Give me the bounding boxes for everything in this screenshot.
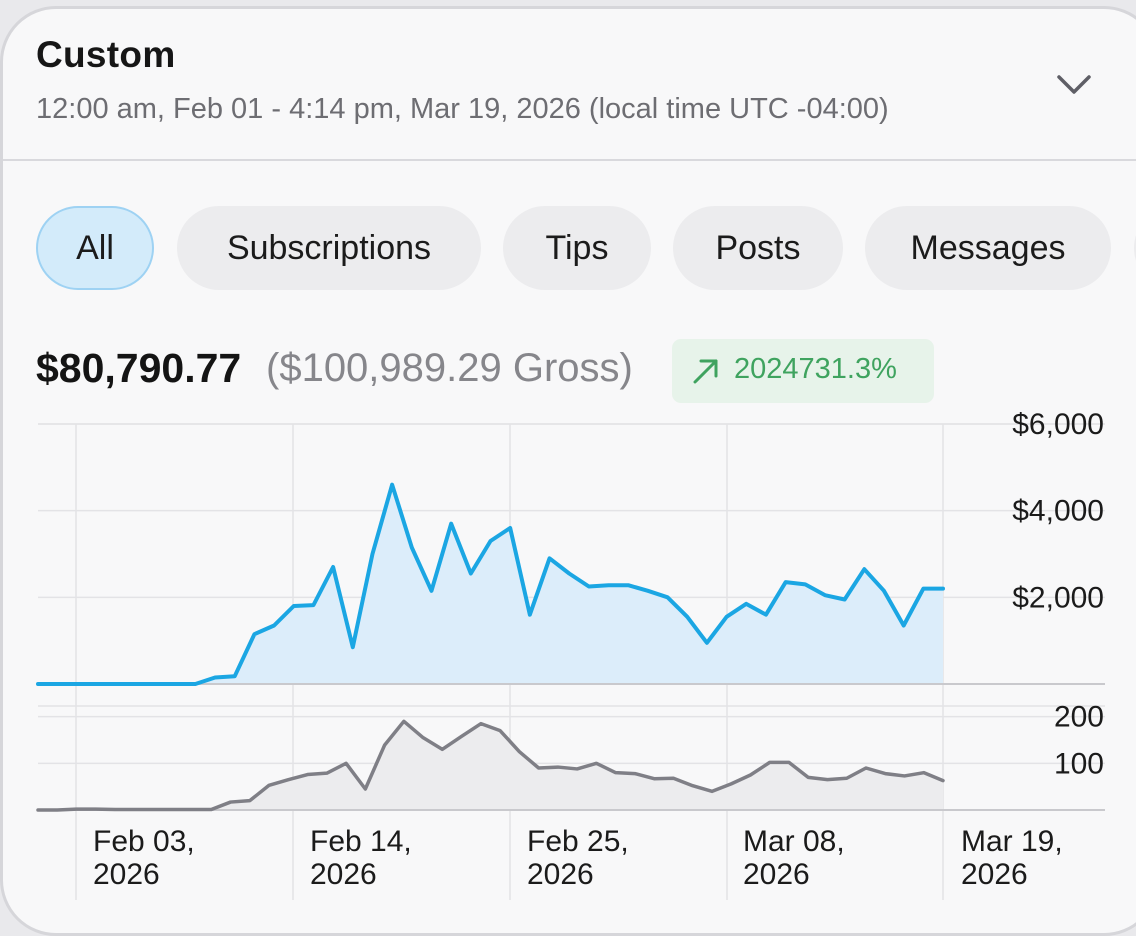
trend-up-arrow-icon	[690, 355, 722, 387]
count-area-fill	[38, 721, 943, 810]
x-tick-label: Feb 03,2026	[93, 825, 195, 891]
change-badge: 2024731.3%	[672, 339, 934, 403]
filter-chips: All Subscriptions Tips Posts Messages	[36, 206, 1136, 290]
range-title: Custom	[36, 34, 176, 76]
net-amount: $80,790.77	[36, 345, 241, 392]
y-tick-label: $2,000	[1012, 581, 1104, 614]
y-tick-label: $4,000	[1012, 495, 1104, 528]
filter-posts-chip[interactable]: Posts	[673, 206, 843, 290]
x-tick-label: Mar 08,2026	[743, 825, 845, 891]
filter-messages-chip[interactable]: Messages	[865, 206, 1111, 290]
y-tick-label: $6,000	[1012, 409, 1104, 441]
x-tick-label: Feb 14,2026	[310, 825, 412, 891]
chevron-down-icon[interactable]	[1051, 65, 1097, 105]
filter-all-chip[interactable]: All	[36, 206, 154, 290]
y-tick-label: 200	[1054, 701, 1104, 734]
x-tick-label: Mar 19,2026	[961, 825, 1063, 891]
x-tick-label: Feb 25,2026	[527, 825, 629, 891]
earnings-chart: $2,000 $4,000 $6,000 100 200 Feb 03,2026 Feb 1…	[3, 409, 1136, 915]
change-percent: 2024731.3%	[734, 353, 897, 386]
filter-subscriptions-chip[interactable]: Subscriptions	[177, 206, 481, 290]
earnings-summary: $80,790.77 ($100,989.29 Gross) 2024731.3…	[36, 339, 1136, 403]
date-range-header[interactable]: Custom 12:00 am, Feb 01 - 4:14 pm, Mar 1…	[3, 9, 1136, 161]
filter-tips-chip[interactable]: Tips	[503, 206, 651, 290]
gross-amount: ($100,989.29 Gross)	[266, 346, 633, 391]
earnings-card: Custom 12:00 am, Feb 01 - 4:14 pm, Mar 1…	[0, 6, 1136, 936]
y-tick-label: 100	[1054, 747, 1104, 780]
range-subtitle: 12:00 am, Feb 01 - 4:14 pm, Mar 19, 2026…	[36, 93, 889, 126]
header-divider	[3, 159, 1136, 161]
